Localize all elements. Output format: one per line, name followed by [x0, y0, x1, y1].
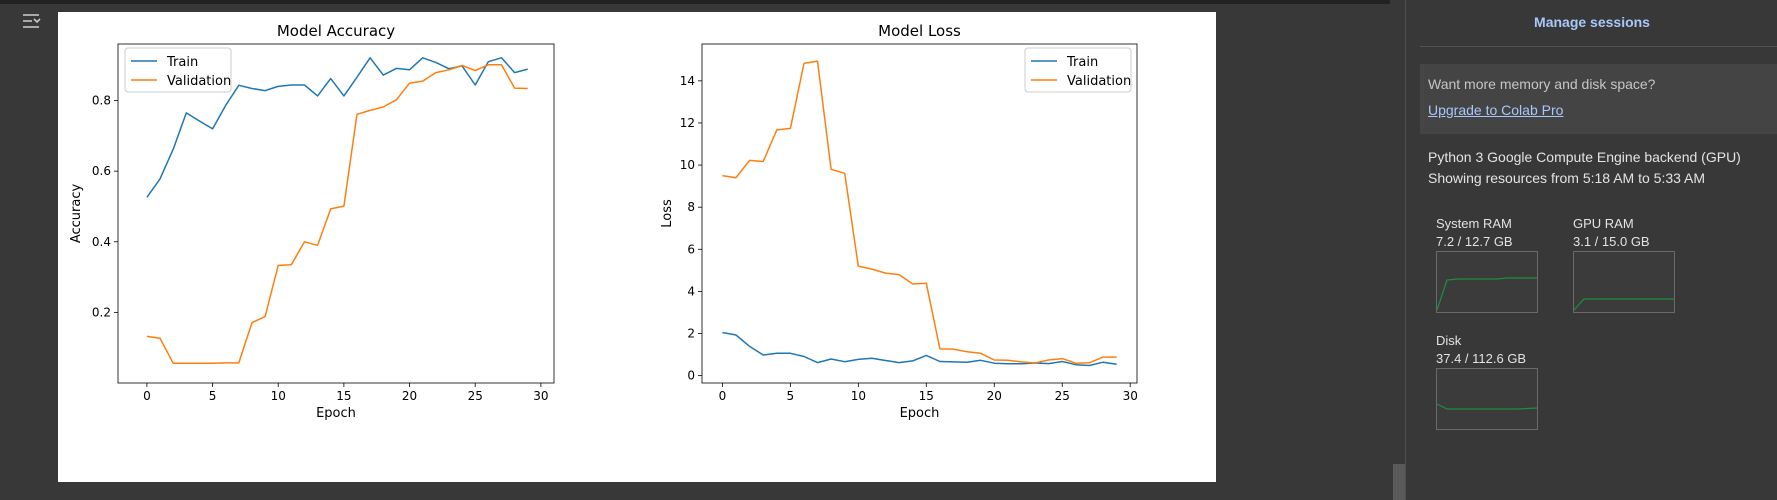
acc-legend-box — [124, 47, 232, 93]
acc-legend: Train Validation — [124, 47, 232, 93]
upsell-box: Want more memory and disk space? Upgrade… — [1420, 64, 1777, 134]
loss-legend-label-train: Train — [1066, 55, 1098, 70]
acc-ytick-label: 0.4 — [92, 235, 111, 249]
loss-line-train — [722, 331, 1117, 367]
disk-line — [1436, 403, 1538, 410]
time-range-info: Showing resources from 5:18 AM to 5:33 A… — [1428, 170, 1706, 186]
acc-legend-label-validation: Validation — [167, 74, 231, 89]
acc-xtick-label: 10 — [271, 389, 286, 403]
resources-panel: Manage sessions Want more memory and dis… — [1405, 0, 1777, 500]
loss-legend-label-validation: Validation — [1067, 74, 1131, 89]
system-ram-graph — [1436, 251, 1538, 313]
loss-x-axis-label: Epoch — [900, 406, 940, 421]
loss-xtick-label: 20 — [987, 389, 1002, 403]
loss-xtick-label: 0 — [719, 389, 727, 403]
system-ram-value: 7.2 / 12.7 GB — [1436, 234, 1513, 249]
acc-legend-label-train: Train — [166, 55, 198, 70]
acc-x-axis-label: Epoch — [316, 406, 356, 421]
acc-xtick-label: 30 — [533, 389, 548, 403]
loss-ytick-label: 0 — [687, 369, 695, 383]
disk-graph — [1436, 368, 1538, 430]
acc-line-validation — [146, 64, 528, 364]
disk-label: Disk — [1436, 333, 1462, 348]
acc-line-train — [146, 57, 528, 198]
loss-line-validation — [722, 60, 1117, 364]
gpu-ram-line — [1573, 298, 1674, 311]
acc-ytick-label: 0.6 — [92, 164, 111, 178]
acc-ytick-label: 0.2 — [92, 305, 111, 319]
acc-xtick-label: 25 — [468, 389, 483, 403]
scrollbar-thumb[interactable] — [1393, 464, 1407, 500]
loss-xtick-label: 30 — [1123, 389, 1138, 403]
loss-xtick-label: 25 — [1055, 389, 1070, 403]
loss-y-axis-label: Loss — [660, 199, 675, 228]
loss-xtick-label: 5 — [787, 389, 795, 403]
acc-xtick-label: 15 — [336, 389, 351, 403]
acc-xtick-label: 20 — [402, 389, 417, 403]
loss-xtick-label: 10 — [851, 389, 866, 403]
acc-y-axis-label: Accuracy — [69, 184, 84, 244]
gpu-ram-label: GPU RAM — [1573, 216, 1634, 231]
system-ram-line — [1436, 277, 1537, 311]
panel-divider — [1420, 46, 1777, 47]
acc-ytick-label: 0.8 — [92, 94, 111, 108]
loss-chart-title: Model Loss — [878, 22, 961, 40]
upsell-text: Want more memory and disk space? — [1428, 76, 1656, 92]
gpu-ram-value: 3.1 / 15.0 GB — [1573, 234, 1650, 249]
loss-ytick-label: 2 — [687, 327, 695, 341]
acc-xtick-label: 0 — [143, 389, 151, 403]
loss-ytick-label: 4 — [687, 284, 695, 298]
output-toggle-icon — [23, 14, 41, 28]
loss-xtick-label: 15 — [919, 389, 934, 403]
disk-value: 37.4 / 112.6 GB — [1436, 351, 1527, 366]
loss-ytick-label: 6 — [687, 242, 695, 256]
output-toggle-button[interactable] — [20, 10, 44, 32]
loss-plot-frame — [701, 43, 1138, 384]
acc-chart-title: Model Accuracy — [277, 22, 395, 40]
cell-output: 0 5 10 15 20 25 30 0.2 0.4 0.6 0.8 Model Accuracy Ep… — [58, 12, 1216, 482]
loss-ytick-label: 8 — [687, 200, 695, 214]
loss-ytick-label: 10 — [680, 158, 695, 172]
backend-info: Python 3 Google Compute Engine backend (… — [1428, 149, 1741, 165]
loss-ytick-label: 14 — [680, 74, 695, 88]
acc-plot-frame — [117, 43, 555, 384]
loss-ytick-label: 12 — [680, 116, 695, 130]
upgrade-link[interactable]: Upgrade to Colab Pro — [1428, 102, 1564, 118]
manage-sessions-link[interactable]: Manage sessions — [1534, 14, 1650, 30]
loss-legend-box — [1024, 47, 1132, 93]
gpu-ram-graph — [1573, 251, 1675, 313]
loss-legend: Train Validation — [1024, 47, 1132, 93]
system-ram-label: System RAM — [1436, 216, 1512, 231]
acc-xtick-label: 5 — [209, 389, 217, 403]
top-bar — [0, 0, 1390, 4]
